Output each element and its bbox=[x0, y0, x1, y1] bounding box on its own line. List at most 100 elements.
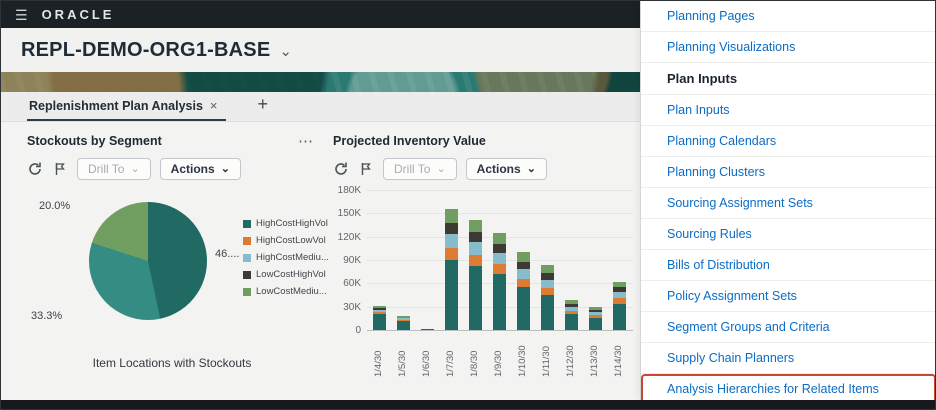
bar-stack[interactable] bbox=[421, 329, 434, 330]
bar-segment[interactable] bbox=[517, 269, 530, 279]
legend-item: HighCostLowVol bbox=[243, 235, 329, 246]
bar-stack[interactable] bbox=[373, 305, 386, 330]
bar-segment[interactable] bbox=[493, 243, 506, 254]
bar-segment[interactable] bbox=[541, 288, 554, 295]
drill-to-button[interactable]: Drill To ⌄ bbox=[77, 158, 151, 180]
hamburger-menu-icon[interactable]: ☰ bbox=[15, 6, 28, 23]
tab-replenishment-plan-analysis[interactable]: Replenishment Plan Analysis × bbox=[27, 93, 226, 121]
bar-stack[interactable] bbox=[541, 265, 554, 330]
bar-segment[interactable] bbox=[397, 317, 410, 319]
bar-segment[interactable] bbox=[373, 305, 386, 309]
bar-segment[interactable] bbox=[469, 266, 482, 330]
legend-swatch bbox=[243, 236, 251, 245]
menu-item-policy-assignment-sets[interactable]: Policy Assignment Sets bbox=[641, 281, 935, 312]
menu-item-segment-groups-and-criteria[interactable]: Segment Groups and Criteria bbox=[641, 312, 935, 343]
x-axis-tick-label: 1/12/30 bbox=[565, 345, 576, 377]
menu-item-supply-chain-planners[interactable]: Supply Chain Planners bbox=[641, 343, 935, 374]
flag-view-icon[interactable] bbox=[358, 161, 374, 177]
refresh-icon[interactable] bbox=[27, 161, 43, 177]
menu-item-planning-pages[interactable]: Planning Pages bbox=[641, 1, 935, 32]
bar-segment[interactable] bbox=[589, 315, 602, 319]
bar-segment[interactable] bbox=[613, 298, 626, 304]
add-tab-icon[interactable]: + bbox=[257, 94, 269, 114]
menu-item-planning-clusters[interactable]: Planning Clusters bbox=[641, 157, 935, 188]
gridline bbox=[367, 190, 633, 191]
bar-stack[interactable] bbox=[517, 252, 530, 330]
bar-segment[interactable] bbox=[565, 310, 578, 315]
bar-segment[interactable] bbox=[397, 318, 410, 320]
menu-item-planning-visualizations[interactable]: Planning Visualizations bbox=[641, 32, 935, 63]
bar-segment[interactable] bbox=[565, 314, 578, 330]
refresh-icon[interactable] bbox=[333, 161, 349, 177]
bar-segment[interactable] bbox=[373, 308, 386, 310]
bar-segment[interactable] bbox=[613, 291, 626, 299]
bar-segment[interactable] bbox=[493, 263, 506, 274]
bar-stack[interactable] bbox=[397, 316, 410, 330]
bar-stack[interactable] bbox=[613, 281, 626, 330]
bar-segment[interactable] bbox=[373, 312, 386, 315]
bar-segment[interactable] bbox=[541, 265, 554, 274]
bar-stack[interactable] bbox=[589, 306, 602, 330]
bar-segment[interactable] bbox=[613, 303, 626, 330]
bar-segment[interactable] bbox=[445, 233, 458, 248]
menu-item-sourcing-assignment-sets[interactable]: Sourcing Assignment Sets bbox=[641, 188, 935, 219]
bar-segment[interactable] bbox=[517, 261, 530, 270]
menu-item-bills-of-distribution[interactable]: Bills of Distribution bbox=[641, 250, 935, 281]
bar-segment[interactable] bbox=[589, 309, 602, 313]
pie-chart[interactable] bbox=[89, 202, 207, 320]
bar-segment[interactable] bbox=[469, 232, 482, 243]
tab-label: Replenishment Plan Analysis bbox=[29, 98, 203, 113]
bar-segment[interactable] bbox=[517, 278, 530, 288]
bar-segment[interactable] bbox=[445, 260, 458, 330]
bar-segment[interactable] bbox=[493, 253, 506, 264]
bar-segment[interactable] bbox=[493, 232, 506, 244]
y-axis-tick-label: 90K bbox=[343, 255, 361, 266]
actions-button[interactable]: Actions ⌄ bbox=[159, 158, 241, 180]
bar-segment[interactable] bbox=[517, 252, 530, 262]
bar-segment[interactable] bbox=[469, 219, 482, 233]
plan-switcher-chevron-icon[interactable]: ⌄ bbox=[279, 43, 292, 60]
bar-segment[interactable] bbox=[493, 274, 506, 330]
projected-panel-title: Projected Inventory Value bbox=[333, 134, 486, 148]
legend-swatch bbox=[243, 219, 251, 228]
bar-segment[interactable] bbox=[565, 303, 578, 307]
bar-segment[interactable] bbox=[373, 314, 386, 330]
overflow-menu-icon[interactable]: ⋯ bbox=[298, 133, 313, 150]
x-axis-tick-label: 1/6/30 bbox=[421, 350, 432, 377]
bar-segment[interactable] bbox=[613, 281, 626, 288]
bar-segment[interactable] bbox=[517, 287, 530, 330]
menu-item-analysis-hierarchies-for-related-items[interactable]: Analysis Hierarchies for Related Items bbox=[641, 374, 935, 400]
bar-segment[interactable] bbox=[613, 287, 626, 292]
stockouts-toolbar: Drill To ⌄ Actions ⌄ bbox=[27, 158, 317, 180]
bar-segment[interactable] bbox=[541, 273, 554, 281]
bar-segment[interactable] bbox=[565, 299, 578, 304]
bar-segment[interactable] bbox=[541, 280, 554, 288]
bar-segment[interactable] bbox=[589, 312, 602, 316]
bar-stack[interactable] bbox=[493, 232, 506, 330]
bar-segment[interactable] bbox=[541, 295, 554, 330]
bar-stack[interactable] bbox=[469, 219, 482, 330]
menu-item-sourcing-rules[interactable]: Sourcing Rules bbox=[641, 219, 935, 250]
bar-segment[interactable] bbox=[589, 306, 602, 310]
bar-segment[interactable] bbox=[445, 247, 458, 260]
bar-segment[interactable] bbox=[469, 242, 482, 255]
drill-to-button[interactable]: Drill To ⌄ bbox=[383, 158, 457, 180]
bar-stack[interactable] bbox=[565, 299, 578, 330]
menu-item-plan-inputs[interactable]: Plan Inputs bbox=[641, 95, 935, 126]
bar-segment[interactable] bbox=[397, 319, 410, 322]
tab-close-icon[interactable]: × bbox=[209, 98, 218, 113]
bar-segment[interactable] bbox=[397, 321, 410, 330]
actions-button[interactable]: Actions ⌄ bbox=[465, 158, 547, 180]
bar-segment[interactable] bbox=[373, 309, 386, 313]
bar-segment[interactable] bbox=[421, 329, 434, 330]
menu-item-planning-calendars[interactable]: Planning Calendars bbox=[641, 126, 935, 157]
bar-segment[interactable] bbox=[397, 316, 410, 318]
bar-segment[interactable] bbox=[565, 306, 578, 311]
bar-stack[interactable] bbox=[445, 209, 458, 330]
flag-view-icon[interactable] bbox=[52, 161, 68, 177]
bar-segment[interactable] bbox=[445, 209, 458, 223]
bar-segment[interactable] bbox=[469, 254, 482, 267]
bar-segment[interactable] bbox=[589, 318, 602, 330]
content-area: Stockouts by Segment ⋯ Drill To ⌄ Action… bbox=[1, 122, 935, 377]
bar-segment[interactable] bbox=[445, 222, 458, 234]
